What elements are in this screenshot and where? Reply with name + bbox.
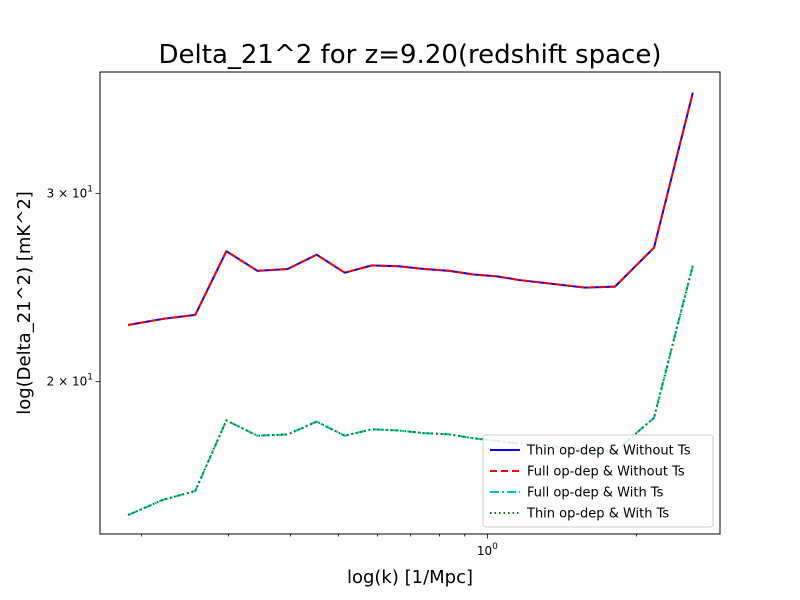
y-tick-label: 3 × 101 bbox=[47, 185, 93, 201]
x-axis-ticks: 100 bbox=[140, 534, 637, 558]
series-line-1 bbox=[127, 92, 694, 326]
axes-frame bbox=[99, 71, 721, 535]
legend-label-1: Thin op-dep & Without Ts bbox=[526, 444, 691, 459]
legend-label-2: Full op-dep & Without Ts bbox=[527, 465, 685, 480]
y-tick-label: 2 × 101 bbox=[47, 373, 93, 389]
x-axis-label: log(k) [1/Mpc] bbox=[347, 567, 473, 588]
legend-label-3: Full op-dep & With Ts bbox=[527, 486, 664, 501]
y-axis-ticks: 2 × 101 3 × 101 bbox=[47, 185, 100, 389]
legend: Thin op-dep & Without Ts Full op-dep & Wi… bbox=[482, 434, 714, 528]
series-line-2 bbox=[127, 92, 694, 326]
legend-label-4: Thin op-dep & With Ts bbox=[526, 507, 669, 522]
chart-title: Delta_21^2 for z=9.20(redshift space) bbox=[159, 40, 662, 70]
y-axis-label: log(Delta_21^2) [mK^2] bbox=[14, 191, 35, 415]
x-tick-label: 100 bbox=[477, 542, 498, 558]
legend-box bbox=[482, 434, 714, 528]
